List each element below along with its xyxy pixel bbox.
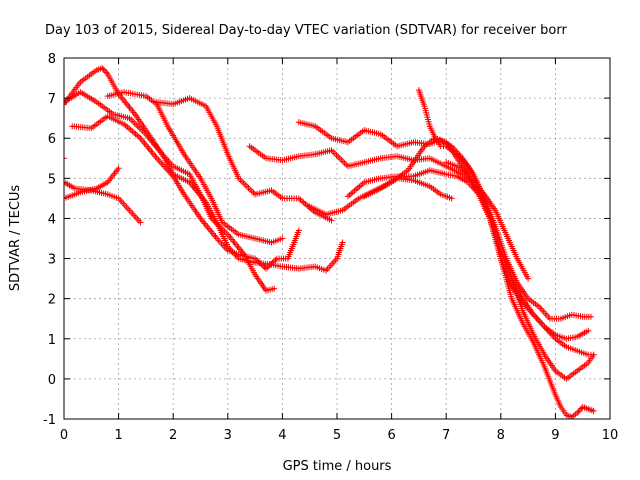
x-tick-label: 0	[60, 428, 68, 443]
x-tick-label: 3	[224, 428, 232, 443]
y-axis-label: SDTVAR / TECUs	[8, 185, 23, 292]
chart-title: Day 103 of 2015, Sidereal Day-to-day VTE…	[45, 23, 567, 38]
series-0	[64, 65, 346, 274]
series-12	[443, 159, 597, 419]
data-point	[271, 285, 278, 292]
series-3	[104, 89, 286, 246]
grid	[64, 58, 610, 419]
x-tick-label: 8	[497, 428, 505, 443]
x-axis-ticks: 0 1 2 3 4 5 6 7 8 9 10	[60, 58, 618, 443]
y-tick-label: 0	[48, 373, 56, 388]
data-point	[328, 217, 335, 224]
data-point	[590, 351, 597, 358]
data-point	[64, 155, 67, 162]
data-point	[339, 239, 346, 246]
x-tick-label: 5	[333, 428, 341, 443]
data-point	[64, 101, 67, 108]
x-tick-label: 10	[602, 428, 619, 443]
series-2	[69, 113, 302, 272]
data-point	[587, 313, 594, 320]
y-tick-label: 6	[48, 132, 56, 147]
x-tick-label: 7	[442, 428, 450, 443]
y-tick-label: 5	[48, 172, 56, 187]
y-tick-label: 8	[48, 52, 56, 67]
y-tick-label: 3	[48, 253, 56, 268]
data-marks	[64, 65, 597, 419]
data-point	[115, 165, 122, 172]
y-tick-label: 2	[48, 293, 56, 308]
data-point	[448, 195, 455, 202]
data-point	[100, 66, 107, 73]
x-tick-label: 1	[114, 428, 122, 443]
series-5	[64, 179, 144, 226]
data-point	[295, 227, 302, 234]
y-axis-ticks: -1 0 1 2 3 4 5 6 7 8	[43, 52, 610, 428]
x-tick-label: 9	[551, 428, 559, 443]
data-point	[525, 275, 532, 282]
data-point	[279, 235, 286, 242]
x-tick-label: 2	[169, 428, 177, 443]
y-tick-label: 1	[48, 333, 56, 348]
y-tick-label: 4	[48, 212, 56, 227]
y-tick-label: -1	[43, 413, 56, 428]
x-tick-label: 6	[387, 428, 395, 443]
data-point	[137, 219, 144, 226]
series-1	[64, 89, 278, 294]
data-point	[575, 408, 582, 415]
series-6	[153, 95, 335, 224]
series-11	[344, 167, 597, 382]
series-13	[361, 175, 455, 202]
data-point	[585, 327, 592, 334]
series-8	[295, 119, 594, 322]
data-point	[590, 408, 597, 414]
series-14	[64, 155, 67, 162]
x-axis-label: GPS time / hours	[283, 459, 392, 474]
x-tick-label: 4	[278, 428, 286, 443]
data-point	[256, 259, 263, 266]
y-tick-label: 7	[48, 92, 56, 107]
